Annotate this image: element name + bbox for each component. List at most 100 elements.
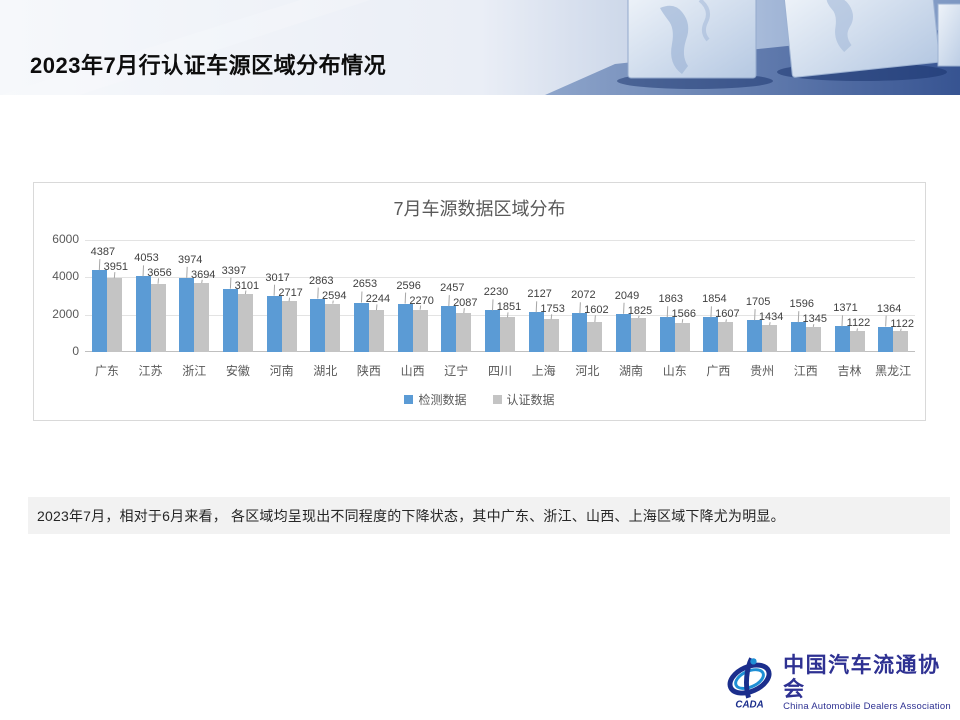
data-label-certification: 1345 [802,313,828,326]
data-label-detection: 2127 [527,288,552,301]
x-axis-label: 湖北 [313,364,338,378]
x-axis-label: 浙江 [182,364,207,378]
bar-detection [834,326,850,352]
data-label-detection: 2049 [614,289,640,302]
data-label-certification: 1122 [890,317,914,330]
data-label-detection: 1364 [876,302,902,315]
x-axis-label: 黑龙江 [875,364,912,378]
logo-text-cn: 中国汽车流通协会 [783,653,941,702]
x-axis-label: 江苏 [138,364,163,378]
x-axis-label: 辽宁 [444,364,469,378]
note-bar: 2023年7月，相对于6月来看， 各区域均呈现出不同程度的下降状态，其中广东、浙… [28,497,950,534]
bar-certification [805,326,821,352]
bar-certification [368,310,384,352]
bar-detection [485,310,500,352]
data-label-certification: 3951 [103,261,129,274]
cada-mark-text: CADA [735,699,763,710]
bar-detection [179,277,195,352]
data-label-certification: 2717 [278,286,303,299]
bar-detection [790,322,806,352]
header: 2023年7月行认证车源区域分布情况 [0,0,960,95]
y-axis-tick-label: 2000 [52,306,79,321]
y-axis-tick-label: 6000 [52,232,79,246]
data-label-detection: 1705 [745,296,771,309]
bar-detection [441,306,457,352]
x-axis-label: 河南 [269,364,294,378]
bar-certification [412,309,428,352]
data-label-detection: 4387 [90,246,116,259]
chart-legend: 检测数据 认证数据 [34,391,925,408]
note-text: 2023年7月，相对于6月来看， 各区域均呈现出不同程度的下降状态，其中广东、浙… [37,507,785,524]
data-label-certification: 3656 [147,267,172,280]
data-label-detection: 3397 [221,264,247,277]
x-axis-label: 陕西 [356,364,381,378]
y-axis-tick-label: 4000 [52,269,79,284]
x-axis-label: 广西 [706,364,731,378]
x-axis-label: 河北 [575,364,600,378]
bar-certification [106,278,122,352]
x-axis-label: 江西 [793,364,818,378]
data-label-detection: 2863 [309,274,334,287]
data-label-detection: 3017 [265,271,290,284]
logo-text-en: China Automobile Dealers Association [783,701,951,713]
bar-certification [456,313,472,352]
data-label-certification: 1851 [496,301,522,314]
data-label-detection: 2457 [440,282,465,295]
data-label-detection: 1854 [702,293,727,306]
y-axis-tick-label: 0 [72,344,79,358]
data-label-detection: 2230 [483,286,509,299]
legend-item-certification: 认证数据 [492,391,555,408]
bar-certification [587,322,603,352]
logo-texts: 中国汽车流通协会 China Automobile Dealers Associ… [783,653,960,712]
bar-certification [762,325,778,352]
data-label-detection: 1596 [789,298,815,311]
bar-detection [397,303,413,352]
x-axis-label: 上海 [531,364,556,378]
chart-panel: 7月车源数据区域分布 0 2000 4000 6000 4387 3951 广东 4053 36… [33,182,926,421]
x-axis-label: 吉林 [837,364,862,378]
bar-detection [878,326,894,352]
page-title: 2023年7月行认证车源区域分布情况 [30,53,387,78]
x-axis-label: 湖南 [619,364,644,378]
gridline [85,240,915,241]
bar-certification [674,322,690,352]
data-label-certification: 1566 [671,308,696,321]
bar-detection [659,317,675,352]
bar-certification [150,283,166,352]
bar-detection [572,313,588,352]
data-label-certification: 3694 [190,268,216,281]
bar-detection [310,298,326,352]
bar-certification [325,303,341,352]
bar-detection [222,288,238,352]
data-label-detection: 2596 [396,279,421,292]
bar-certification [543,319,559,352]
chart-title: 7月车源数据区域分布 [393,199,566,219]
data-label-detection: 1863 [658,293,683,306]
bar-certification [718,322,734,352]
bar-certification [237,294,253,352]
bar-certification [631,317,647,352]
bar-detection [266,295,282,352]
cada-logo-icon: CADA [727,656,772,710]
x-axis-label: 贵州 [750,364,775,378]
legend-swatch-certification [492,395,502,404]
bar-detection [353,302,369,352]
bar-certification [849,331,865,352]
data-label-certification: 1122 [846,317,871,330]
bar-certification [500,317,515,352]
data-label-certification: 1753 [540,303,565,316]
data-label-certification: 3101 [234,279,260,292]
bar-detection [747,320,763,352]
data-label-detection: 4053 [134,252,159,265]
legend-label-certification: 认证数据 [506,393,555,407]
data-label-detection: 2653 [352,278,378,291]
x-axis-label: 山西 [400,364,425,378]
x-axis-label: 四川 [487,364,512,378]
legend-label-detection: 检测数据 [418,393,467,407]
gridline [85,277,915,279]
data-label-certification: 2087 [453,297,478,310]
bar-detection [135,276,151,352]
bar-detection [528,312,544,352]
data-label-certification: 1825 [627,304,653,317]
